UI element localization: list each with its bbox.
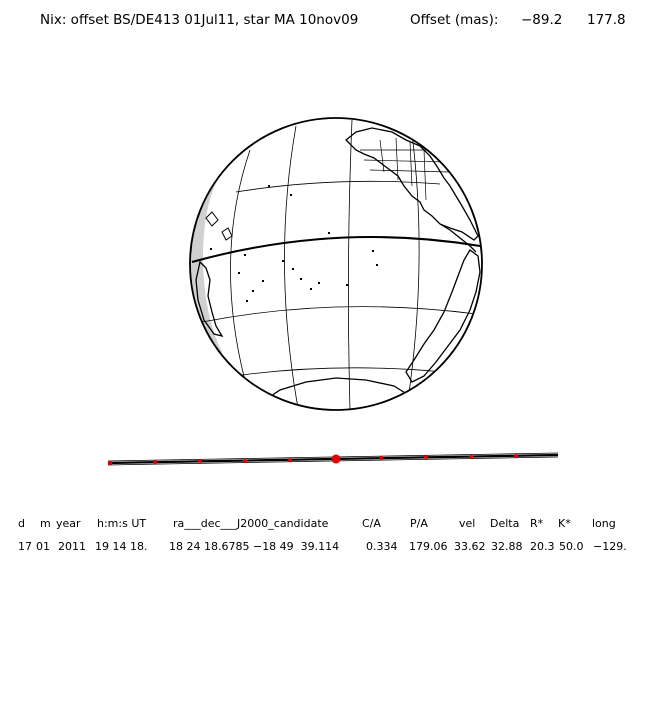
header-ca: C/A xyxy=(362,517,381,530)
offset-label: Offset (mas): xyxy=(410,12,499,28)
header-delta: Delta xyxy=(490,517,520,530)
time-marker xyxy=(153,460,157,464)
header-radec: ra___dec___J2000_candidate xyxy=(173,517,329,530)
value-long: −129. xyxy=(593,540,627,553)
value-delta: 32.88 xyxy=(491,540,523,553)
header-year: year xyxy=(56,517,81,530)
time-markers xyxy=(107,454,518,466)
pacific-islands xyxy=(210,185,378,302)
time-marker xyxy=(424,455,428,459)
value-rstar: 20.3 xyxy=(530,540,555,553)
value-kstar: 50.0 xyxy=(559,540,584,553)
time-marker xyxy=(107,460,113,466)
table-value-row: 17 01 2011 19 14 18. 18 24 18.6785 −18 4… xyxy=(0,540,646,556)
header-hms: h:m:s UT xyxy=(97,517,147,530)
equator-line xyxy=(191,236,481,263)
header-pa: P/A xyxy=(410,517,428,530)
time-marker xyxy=(198,459,202,463)
longitude-line-1 xyxy=(230,149,251,393)
latitude-line-north xyxy=(235,180,441,193)
offset-y-value: 177.8 xyxy=(587,12,626,28)
value-m: 01 xyxy=(36,540,50,553)
header-long: long xyxy=(592,517,616,530)
value-radec: 18 24 18.6785 −18 49 39.114 xyxy=(169,540,340,553)
value-year: 2011 xyxy=(58,540,86,553)
table-header-row: d m year h:m:s UT ra___dec___J2000_candi… xyxy=(0,517,646,533)
value-hms: 19 14 18. xyxy=(95,540,148,553)
latitude-line-south xyxy=(201,306,477,323)
title-text: Nix: offset BS/DE413 01Jul11, star MA 10… xyxy=(40,12,359,28)
longitude-line-4 xyxy=(407,133,420,401)
north-america-coast xyxy=(345,127,479,241)
header-m: m xyxy=(40,517,51,530)
islands-west xyxy=(205,211,233,241)
globe-limb xyxy=(189,117,483,411)
longitude-line-2 xyxy=(284,125,299,409)
offset-x-value: −89.2 xyxy=(521,12,563,28)
state-borders xyxy=(360,137,451,201)
central-time-marker xyxy=(331,454,341,464)
time-marker xyxy=(243,459,247,463)
header-kstar: K* xyxy=(558,517,571,530)
value-pa: 179.06 xyxy=(409,540,448,553)
south-america-coast xyxy=(405,249,481,383)
terminator-shade xyxy=(190,170,222,360)
value-d: 17 xyxy=(18,540,32,553)
time-marker xyxy=(469,455,473,459)
australia-coast xyxy=(195,260,224,338)
longitude-line-3 xyxy=(348,119,353,410)
value-vel: 33.62 xyxy=(454,540,486,553)
antarctica-coast xyxy=(260,377,411,410)
latitude-line-far-south xyxy=(233,367,445,377)
time-marker xyxy=(514,454,518,458)
header-rstar: R* xyxy=(530,517,544,530)
plot-title: Nix: offset BS/DE413 01Jul11, star MA 10… xyxy=(0,12,646,32)
header-vel: vel xyxy=(459,517,476,530)
time-marker xyxy=(379,456,383,460)
globe-diagram xyxy=(107,117,559,466)
time-marker xyxy=(288,458,292,462)
central-america-coast xyxy=(439,223,477,253)
header-d: d xyxy=(18,517,25,530)
value-ca: 0.334 xyxy=(366,540,398,553)
